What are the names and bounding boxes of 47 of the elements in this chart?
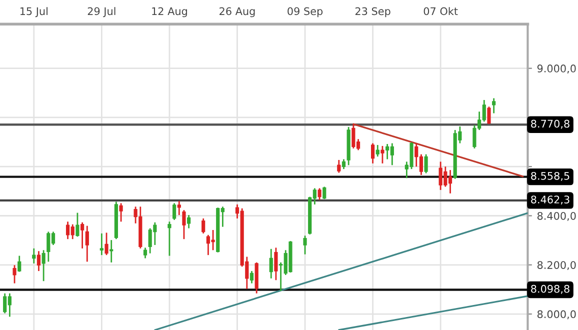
candlestick [168, 220, 172, 256]
ref-line-label: 8.462,3 [531, 196, 570, 205]
candlestick [76, 212, 80, 238]
ref-line-label: 8.098,8 [531, 284, 570, 294]
candlestick [250, 270, 254, 284]
candlestick [18, 255, 22, 272]
x-tick-label: 26 Aug [220, 7, 255, 18]
candlestick [143, 246, 148, 259]
candlestick [12, 264, 16, 284]
x-tick-label: 29 Jul [88, 7, 116, 18]
candlestick [487, 106, 491, 125]
x-tick-label: 09 Sep [288, 7, 323, 18]
y-tick-label: 8.000,0 [537, 310, 576, 320]
candlestick [322, 186, 326, 200]
candlestick [342, 158, 346, 170]
ref-line-label: 8.558,5 [531, 172, 570, 181]
x-tick-label: 23 Sep [355, 7, 390, 18]
candlestick [337, 159, 341, 174]
candlestick [370, 142, 375, 164]
candlestick [424, 154, 428, 174]
candlestick [177, 200, 181, 216]
candlestick [380, 145, 384, 164]
x-tick-label: 15 Jul [20, 7, 48, 18]
ref-line-label: 8.770,8 [531, 120, 570, 129]
candlestick [187, 214, 191, 229]
candlestick [274, 246, 278, 281]
candlestick [80, 222, 84, 250]
candlestick [85, 225, 89, 262]
candlestick [303, 234, 307, 256]
y-tick-label: 9.000,0 [537, 64, 576, 74]
candlestick [42, 249, 46, 282]
y-tick-label: 8.200,0 [537, 261, 576, 270]
y-tick-label: 8.400,0 [537, 212, 576, 221]
candlestick [172, 202, 176, 221]
candlestick [32, 248, 36, 264]
candlestick [269, 248, 273, 280]
candlestick [104, 232, 108, 256]
candlestick [492, 98, 496, 114]
x-tick-label: 07 Okt [424, 7, 458, 16]
candlestick [318, 188, 322, 201]
candlestick [182, 209, 186, 240]
candlestick [36, 250, 41, 272]
candlestick [376, 144, 380, 158]
candlestick [100, 232, 104, 256]
x-tick-label: 12 Aug [152, 7, 187, 18]
candlestick [202, 218, 206, 234]
candlestick [119, 202, 123, 222]
